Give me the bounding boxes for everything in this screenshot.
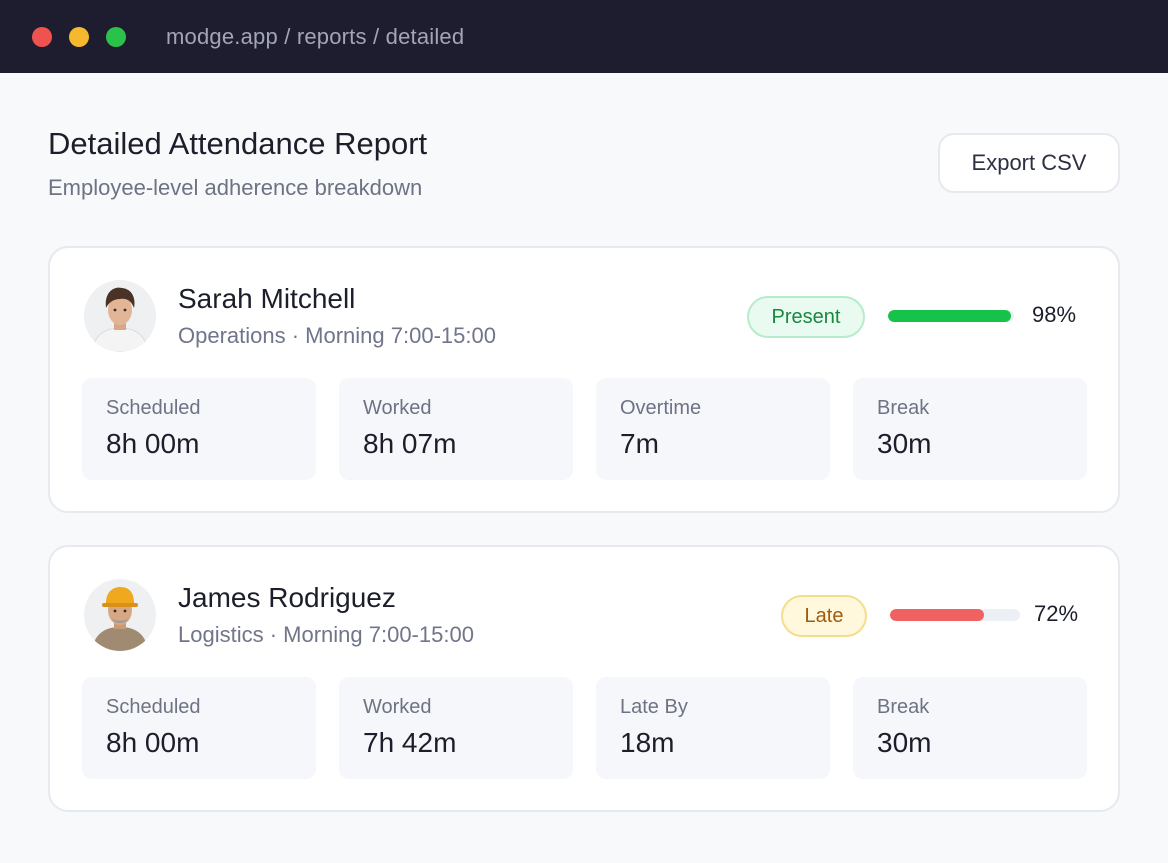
stat-label: Worked bbox=[363, 397, 432, 419]
stat-value: 18m bbox=[620, 727, 675, 758]
employee-card: James Rodriguez Logistics · Morning 7:00… bbox=[48, 545, 1120, 812]
main-content: Detailed Attendance Report Employee-leve… bbox=[0, 73, 1168, 812]
employee-department-shift: Operations · Morning 7:00-15:00 bbox=[178, 323, 496, 348]
status-badge: Late bbox=[781, 595, 867, 637]
avatar bbox=[84, 579, 156, 651]
stat-value: 30m bbox=[877, 727, 932, 758]
stat-label: Worked bbox=[363, 696, 432, 718]
stat-value: 7h 42m bbox=[363, 727, 457, 758]
stat-label: Overtime bbox=[620, 397, 702, 419]
stat-late-by: Late By 18m bbox=[596, 677, 830, 779]
adherence-progress-bar bbox=[888, 310, 1014, 322]
page-subtitle: Employee-level adherence breakdown bbox=[48, 175, 423, 200]
window-titlebar: modge.app / reports / detailed bbox=[0, 0, 1168, 73]
stat-value: 30m bbox=[877, 428, 932, 459]
employee-department-shift: Logistics · Morning 7:00-15:00 bbox=[178, 622, 474, 647]
stat-label: Break bbox=[877, 397, 930, 419]
stat-label: Break bbox=[877, 696, 930, 718]
adherence-percent: 98% bbox=[1032, 302, 1077, 327]
page-title: Detailed Attendance Report bbox=[48, 126, 428, 161]
window-minimize-button[interactable] bbox=[69, 26, 89, 47]
stat-break: Break 30m bbox=[853, 378, 1087, 480]
stat-label: Scheduled bbox=[106, 696, 201, 718]
stat-value: 8h 07m bbox=[363, 428, 457, 459]
status-badge: Present bbox=[747, 296, 865, 338]
stat-label: Scheduled bbox=[106, 397, 201, 419]
stat-worked: Worked 8h 07m bbox=[339, 378, 573, 480]
stat-value: 8h 00m bbox=[106, 727, 200, 758]
window-maximize-button[interactable] bbox=[106, 26, 126, 47]
stat-value: 7m bbox=[620, 428, 659, 459]
address-breadcrumb: modge.app / reports / detailed bbox=[166, 23, 465, 49]
employee-name: James Rodriguez bbox=[178, 582, 396, 613]
export-csv-button[interactable]: Export CSV bbox=[938, 133, 1120, 193]
adherence-progress-bar bbox=[890, 609, 1020, 621]
adherence-progress-fill bbox=[888, 310, 1012, 322]
avatar bbox=[84, 280, 156, 352]
stat-scheduled: Scheduled 8h 00m bbox=[82, 677, 316, 779]
page-header: Detailed Attendance Report Employee-leve… bbox=[48, 73, 1120, 246]
stat-overtime: Overtime 7m bbox=[596, 378, 830, 480]
person-avatar-icon bbox=[84, 280, 156, 352]
adherence-percent: 72% bbox=[1034, 601, 1079, 626]
employee-name: Sarah Mitchell bbox=[178, 283, 356, 314]
stat-label: Late By bbox=[620, 696, 688, 718]
window-close-button[interactable] bbox=[32, 26, 52, 47]
person-avatar-icon bbox=[84, 579, 156, 651]
adherence-progress-fill bbox=[890, 609, 984, 621]
stat-scheduled: Scheduled 8h 00m bbox=[82, 378, 316, 480]
stat-break: Break 30m bbox=[853, 677, 1087, 779]
stat-worked: Worked 7h 42m bbox=[339, 677, 573, 779]
stat-value: 8h 00m bbox=[106, 428, 200, 459]
employee-card: Sarah Mitchell Operations · Morning 7:00… bbox=[48, 246, 1120, 513]
